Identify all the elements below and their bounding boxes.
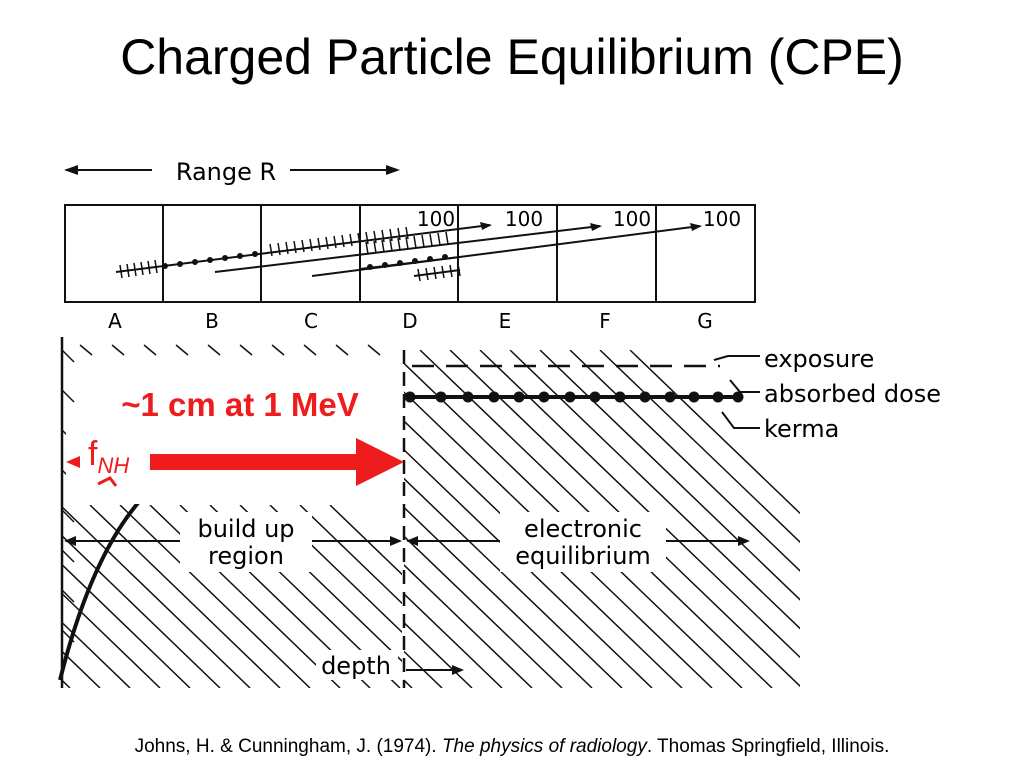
legend-absorbed-dose: absorbed dose: [764, 380, 941, 408]
column-strip: [64, 204, 756, 303]
legend-kerma: kerma: [764, 415, 839, 443]
column-label: B: [205, 309, 219, 333]
buildup-curve: [58, 501, 140, 681]
track-end-label: 100: [703, 207, 741, 231]
fnh-label: fNH: [88, 435, 129, 478]
citation-book: The physics of radiology: [441, 736, 647, 757]
energy-note: ~1 cm at 1 MeV: [121, 386, 359, 423]
column-label: G: [697, 309, 713, 333]
slide-title: Charged Particle Equilibrium (CPE): [120, 29, 904, 85]
range-label: Range R: [176, 158, 276, 186]
buildup-label-line2: region: [208, 542, 284, 570]
electron-tracks: [115, 222, 702, 282]
column-label: F: [599, 309, 611, 333]
legend-leaders: [713, 355, 760, 429]
fnh-arrow: [150, 438, 404, 486]
depth-label: depth: [321, 652, 391, 680]
track-end-label: 100: [417, 207, 455, 231]
buildup-range-arrow: [64, 536, 402, 546]
track-end-label: 100: [505, 207, 543, 231]
absorbed-dose-line: [404, 391, 744, 403]
citation: Johns, H. & Cunningham, J. (1974). The p…: [0, 736, 1024, 758]
fnh-base: f: [88, 435, 98, 473]
fnh-sub: NH: [97, 453, 129, 478]
fnh-left-tick-icon: [66, 456, 80, 468]
range-arrow: [64, 165, 400, 175]
column-label: E: [499, 309, 512, 333]
track-end-label: 100: [613, 207, 651, 231]
equilibrium-range-arrow: [406, 536, 750, 546]
citation-rest: . Thomas Springfield, Illinois.: [646, 736, 890, 757]
citation-authors: Johns, H. & Cunningham, J. (1974).: [134, 736, 442, 757]
legend-exposure: exposure: [764, 345, 874, 373]
hatch-top-strip: [79, 344, 381, 356]
equilibrium-label-line1: electronic: [524, 515, 642, 543]
buildup-label-line1: build up: [197, 515, 294, 543]
fnh-lower-mark-icon: [97, 476, 118, 487]
column-label: C: [304, 309, 318, 333]
equilibrium-label-line2: equilibrium: [515, 542, 651, 570]
depth-arrow: [406, 665, 464, 675]
column-label: D: [402, 309, 417, 333]
column-label: A: [108, 309, 122, 333]
